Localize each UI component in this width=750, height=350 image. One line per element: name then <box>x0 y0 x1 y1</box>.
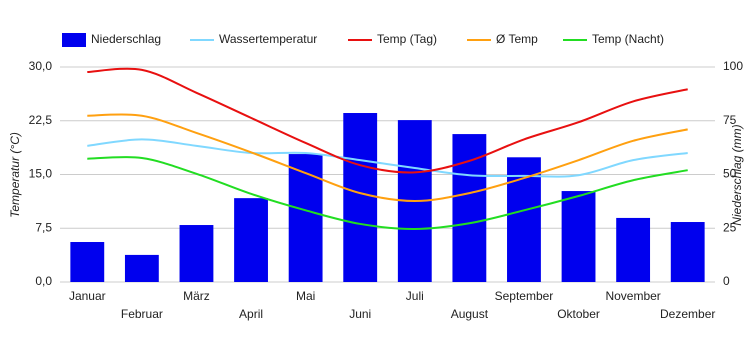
legend-label: Ø Temp <box>496 32 538 46</box>
y-tick-label: 30,0 <box>29 59 53 73</box>
bar <box>124 254 159 282</box>
legend-label: Temp (Tag) <box>377 32 437 46</box>
y-tick-label: 0,0 <box>35 274 52 288</box>
y-tick-label: 22,5 <box>29 113 53 127</box>
x-tick-label: November <box>605 289 660 303</box>
y2-tick-label: 50 <box>723 167 737 181</box>
legend-label: Temp (Nacht) <box>592 32 664 46</box>
x-tick-label: August <box>451 307 489 321</box>
x-tick-label: Februar <box>121 307 163 321</box>
x-tick-label: Januar <box>69 289 106 303</box>
line <box>87 67 688 174</box>
legend-label: Wassertemperatur <box>219 32 317 46</box>
x-tick-label: Dezember <box>660 307 715 321</box>
bar <box>288 154 323 282</box>
x-tick-label: Oktober <box>557 307 600 321</box>
x-tick-label: März <box>183 289 210 303</box>
line <box>87 113 688 203</box>
y2-axis-label: Niederschlag (mm) <box>730 124 744 225</box>
y-tick-label: 7,5 <box>35 220 52 234</box>
x-tick-label: September <box>495 289 554 303</box>
x-tick-label: Juni <box>349 307 371 321</box>
bar <box>70 242 105 282</box>
bar <box>234 198 268 282</box>
legend-swatch <box>62 33 86 47</box>
x-tick-label: April <box>239 307 263 321</box>
x-tick-label: Mai <box>296 289 315 303</box>
bar <box>616 217 651 282</box>
y2-tick-label: 25 <box>723 220 737 234</box>
legend-label: Niederschlag <box>91 32 161 46</box>
y-tick-label: 15,0 <box>29 167 53 181</box>
y2-tick-label: 100 <box>723 59 743 73</box>
y2-tick-label: 0 <box>723 274 730 288</box>
bar <box>179 225 214 282</box>
line <box>87 138 688 178</box>
bar <box>343 113 378 282</box>
y-axis-label: Temperatur (°C) <box>8 132 22 218</box>
y2-tick-label: 75 <box>723 113 737 127</box>
bar <box>452 134 487 282</box>
bar <box>670 222 705 282</box>
x-tick-label: Juli <box>406 289 424 303</box>
bar <box>561 191 596 282</box>
line <box>87 156 688 230</box>
